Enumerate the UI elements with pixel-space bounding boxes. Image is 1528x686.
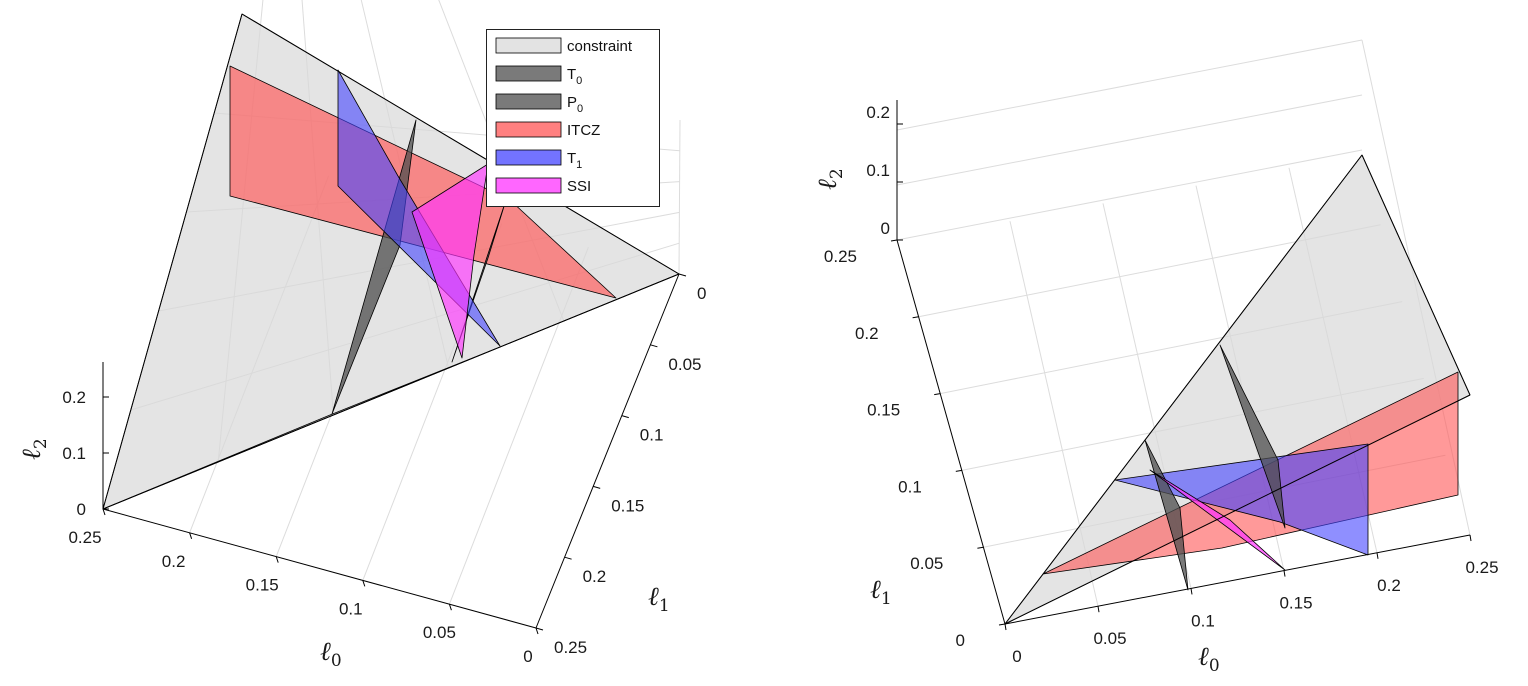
- right-l0-tick-label: 0.15: [1279, 594, 1312, 613]
- left-l0-tick: [535, 627, 539, 635]
- left-edge: [102, 273, 680, 510]
- left-l0-tick-label: 0: [523, 647, 532, 666]
- left-l1-tick: [593, 485, 601, 489]
- right-l0-label: ℓ0: [1198, 642, 1220, 676]
- legend-swatch-P0: [495, 93, 562, 110]
- right-axis-l1: [896, 239, 1006, 625]
- right-gridline: [896, 39, 1363, 131]
- right-l1-tick: [934, 393, 941, 396]
- left-l0-tick: [275, 556, 279, 563]
- right-l1-tick-label: 0.25: [824, 247, 857, 266]
- right-l1-tick: [890, 239, 898, 242]
- legend-svg: constraint T0 P0 ITCZ T1 SSI: [495, 37, 633, 195]
- left-l0-tick: [102, 508, 106, 516]
- right-l2-tick-label: 0: [881, 219, 890, 238]
- right-l0-tick: [1283, 570, 1286, 577]
- right-axis-l0: [1004, 534, 1471, 625]
- right-l0-tick-label: 0.05: [1093, 629, 1126, 648]
- right-l0-tick-label: 0.1: [1191, 611, 1215, 630]
- right-l0-tick: [1469, 534, 1472, 542]
- left-l2-tick-label: 0.2: [62, 388, 86, 407]
- left-l1-tick: [678, 273, 687, 277]
- t0-surface-right: [1219, 344, 1286, 529]
- left-edge: [241, 13, 680, 275]
- right-l1-tick-label: 0: [956, 631, 965, 650]
- left-l0-tick-label: 0.15: [246, 576, 279, 595]
- left-l1-tick: [535, 627, 544, 631]
- p0-surface-right: [1144, 439, 1189, 591]
- left-edge: [102, 13, 243, 510]
- left-l2-label: ℓ2: [17, 438, 51, 460]
- right-l0-tick: [1190, 588, 1193, 595]
- right-l0-tick-label: 0: [1012, 647, 1021, 666]
- legend-label-T0: T0: [567, 66, 582, 87]
- right-gridline: [896, 149, 1363, 241]
- right-l1-tick-label: 0.15: [867, 401, 900, 420]
- legend-label-SSI: SSI: [567, 178, 591, 195]
- left-l0-tick-label: 0.05: [423, 623, 456, 642]
- left-l1-tick-label: 0.1: [640, 426, 664, 445]
- left-l1-tick-label: 0: [697, 284, 706, 303]
- left-l0-tick: [189, 532, 193, 539]
- left-gridline: [678, 119, 681, 275]
- left-l0-label: ℓ0: [320, 637, 342, 671]
- right-l1-tick: [912, 316, 919, 319]
- ssi-surface-left: [411, 163, 489, 359]
- left-l0-tick-label: 0.1: [339, 599, 363, 618]
- legend-swatch-ITCZ: [495, 121, 562, 138]
- left-axis-l1: [535, 273, 680, 629]
- legend-swatch-SSI: [495, 177, 562, 194]
- right-l1-tick-label: 0.1: [898, 477, 922, 496]
- legend-swatch-T1: [495, 149, 562, 166]
- left-l0-tick-label: 0.2: [162, 552, 186, 571]
- right-l0-tick: [1004, 623, 1007, 631]
- right-l2-label: ℓ2: [813, 168, 847, 190]
- left-l2-tick-label: 0.1: [62, 444, 86, 463]
- legend-swatch-constraint: [495, 37, 562, 54]
- legend-label-ITCZ: ITCZ: [567, 122, 600, 139]
- right-l1-tick: [955, 469, 962, 472]
- right-l2-tick-label: 0.1: [866, 161, 890, 180]
- left-l1-tick-label: 0.2: [583, 567, 607, 586]
- left-l1-tick: [564, 556, 572, 560]
- left-l1-label: ℓ1: [648, 582, 670, 616]
- left-axis-l0: [102, 508, 537, 629]
- left-l0-tick: [448, 604, 452, 611]
- left-l1-tick-label: 0.15: [611, 496, 644, 515]
- legend-label-constraint: constraint: [567, 38, 633, 55]
- left-l1-tick-label: 0.25: [554, 638, 587, 657]
- right-l0-tick: [1097, 606, 1100, 613]
- right-edge: [1004, 394, 1471, 625]
- itcz-surface-left: [229, 65, 617, 299]
- left-l0-tick-label: 0.25: [68, 528, 101, 547]
- right-edge: [1361, 154, 1471, 396]
- left-l1-tick: [650, 344, 658, 348]
- left-l1-tick-label: 0.05: [668, 355, 701, 374]
- right-l0-tick-label: 0.2: [1377, 576, 1401, 595]
- right-l1-tick-label: 0.2: [855, 324, 879, 343]
- right-l1-tick: [998, 623, 1006, 626]
- right-l1-label: ℓ1: [870, 575, 892, 609]
- t1-surface-left: [337, 69, 501, 347]
- ssi-surface-right: [1149, 469, 1286, 571]
- left-l2-tick-label: 0: [77, 500, 86, 519]
- right-l0-tick-label: 0.25: [1465, 558, 1498, 577]
- right-l2-tick-label: 0.2: [866, 103, 890, 122]
- left-3d-chart: 0.25 0.2 0.15 0.1 0.05 0 0 0.05 0.1 0.15 0.2 0.25 0 0…: [17, 0, 706, 671]
- right-edge: [1004, 154, 1363, 625]
- right-l0-tick: [1376, 552, 1379, 559]
- legend-swatch-T0: [495, 65, 562, 82]
- right-gridline: [896, 94, 1363, 186]
- right-l1-tick: [977, 546, 984, 549]
- left-l1-tick: [621, 415, 629, 419]
- chart-legend: constraint T0 P0 ITCZ T1 SSI: [486, 29, 660, 207]
- legend-label-T1: T1: [567, 150, 582, 171]
- legend-label-P0: P0: [567, 94, 583, 115]
- right-l1-tick-label: 0.05: [910, 554, 943, 573]
- left-l0-tick: [362, 580, 366, 587]
